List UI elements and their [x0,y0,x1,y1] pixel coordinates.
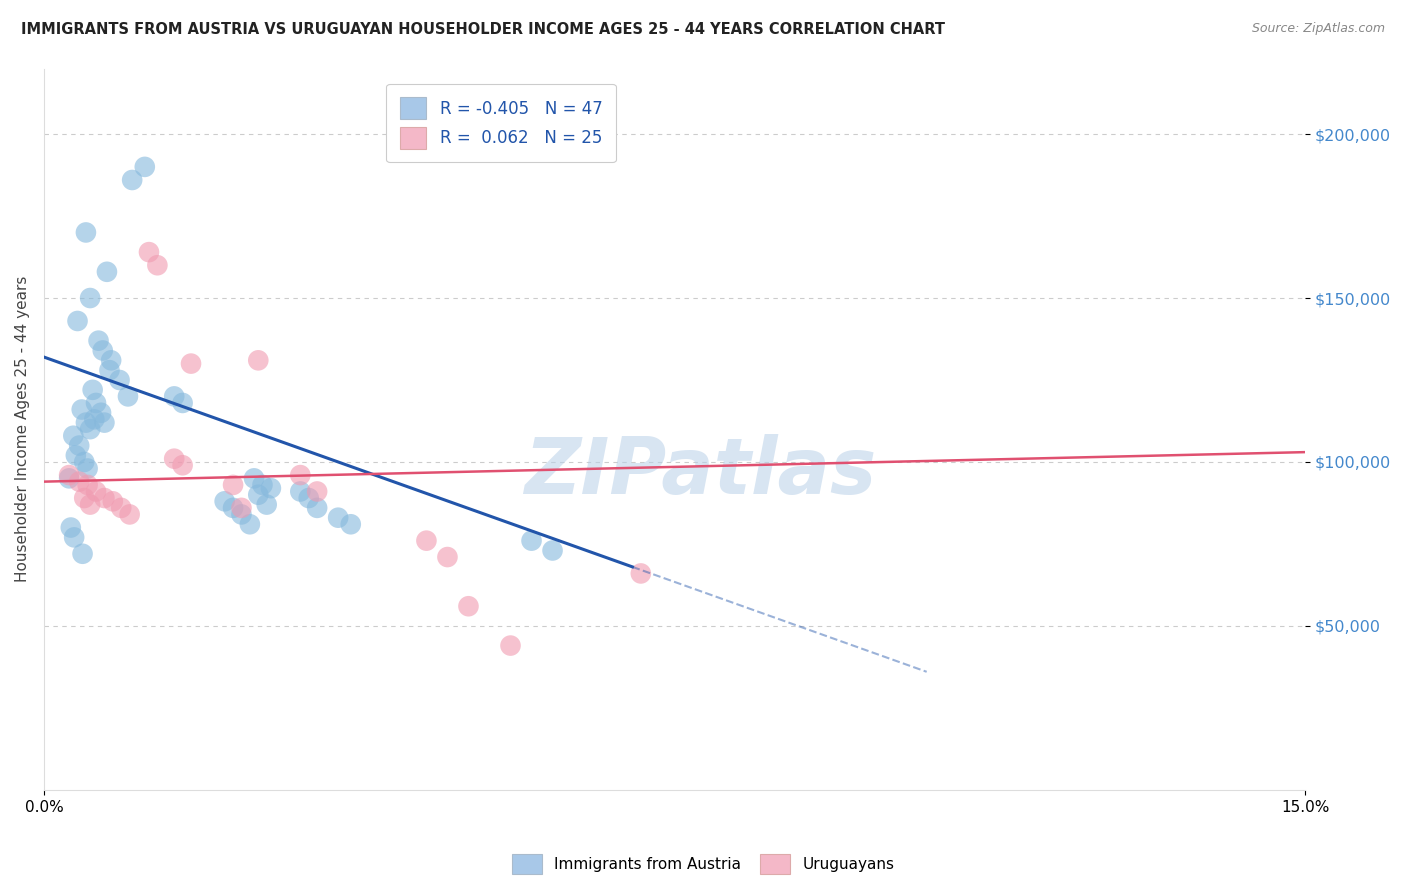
Point [118,508,141,522]
Point [91,343,114,358]
Point [72,547,94,561]
Text: IMMIGRANTS FROM AUSTRIA VS URUGUAYAN HOUSEHOLDER INCOME AGES 25 - 44 YEARS CORRE: IMMIGRANTS FROM AUSTRIA VS URUGUAYAN HOU… [21,22,945,37]
Point [172,458,194,473]
Point [239,517,262,532]
Point [79,422,101,436]
Point [75,226,97,240]
Point [101,494,124,508]
Point [499,639,522,653]
Point [93,491,115,505]
Point [436,549,458,564]
Point [172,396,194,410]
Point [134,160,156,174]
Point [163,389,186,403]
Point [231,500,253,515]
Legend: R = -0.405   N = 47, R =  0.062   N = 25: R = -0.405 N = 47, R = 0.062 N = 25 [387,84,616,162]
Point [67,475,90,489]
Point [108,373,131,387]
Point [339,517,361,532]
Point [163,451,186,466]
Point [222,500,245,515]
Text: ZIPatlas: ZIPatlas [523,434,876,510]
Point [59,520,82,534]
Point [520,533,543,548]
Point [307,484,329,499]
Point [180,357,202,371]
Point [247,353,270,368]
Point [90,406,112,420]
Point [214,494,236,508]
Point [70,402,93,417]
Point [62,428,84,442]
Point [328,510,350,524]
Point [222,478,245,492]
Point [76,478,98,492]
Point [79,498,101,512]
Point [415,533,437,548]
Point [307,500,329,515]
Point [63,530,86,544]
Point [76,461,98,475]
Point [84,484,107,499]
Point [58,468,80,483]
Point [79,291,101,305]
Point [67,439,90,453]
Point [75,416,97,430]
Point [58,471,80,485]
Point [260,481,283,495]
Point [100,353,122,368]
Point [83,412,105,426]
Point [247,488,270,502]
Point [87,334,110,348]
Legend: Immigrants from Austria, Uruguayans: Immigrants from Austria, Uruguayans [505,848,901,880]
Point [256,498,278,512]
Point [110,500,132,515]
Point [98,363,121,377]
Y-axis label: Householder Income Ages 25 - 44 years: Householder Income Ages 25 - 44 years [15,276,30,582]
Point [66,314,89,328]
Point [73,455,96,469]
Point [73,491,96,505]
Point [541,543,564,558]
Point [138,245,160,260]
Point [290,468,312,483]
Point [82,383,104,397]
Point [298,491,321,505]
Point [121,173,143,187]
Point [630,566,652,581]
Point [117,389,139,403]
Point [65,449,87,463]
Text: Source: ZipAtlas.com: Source: ZipAtlas.com [1251,22,1385,36]
Point [231,508,253,522]
Point [243,471,266,485]
Point [93,416,115,430]
Point [252,478,274,492]
Point [290,484,312,499]
Point [84,396,107,410]
Point [457,599,479,614]
Point [146,258,169,272]
Point [96,265,118,279]
